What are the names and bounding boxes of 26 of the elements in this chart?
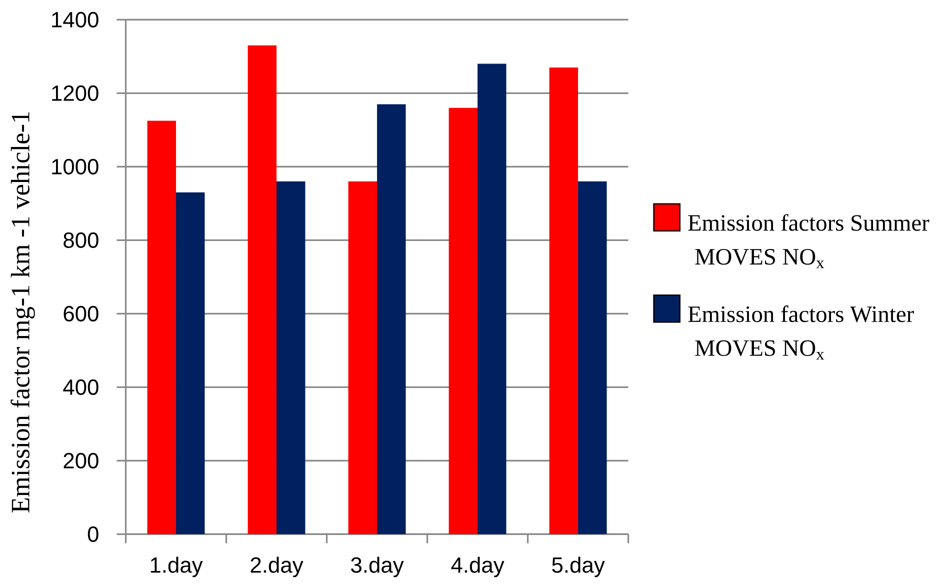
x-tick-label: 4.day <box>451 556 504 578</box>
bar <box>176 192 205 534</box>
y-tick-label: 1400 <box>52 12 98 28</box>
y-tick-label: 1200 <box>52 85 98 101</box>
bar <box>377 104 406 534</box>
y-tick-label: 400 <box>63 379 98 395</box>
y-tick-label: 800 <box>64 232 98 248</box>
x-tick-label: 3.day <box>351 556 404 578</box>
bar <box>276 181 306 534</box>
x-tick-label: 5.day <box>552 556 605 578</box>
y-tick-label: 1000 <box>52 158 98 174</box>
bar <box>147 120 176 534</box>
y-tick-label: 200 <box>64 452 98 468</box>
legend-label: Emission factors Summer MOVES NO$_{x}$ <box>688 214 930 268</box>
bar <box>248 45 277 534</box>
bar <box>448 108 478 534</box>
y-tick-label: 600 <box>64 306 98 322</box>
bar <box>578 181 607 534</box>
bar <box>549 67 578 534</box>
legend-label: Emission factors Winter MOVES NO$_{x}$ <box>688 305 914 360</box>
x-tick-label: 2.day <box>250 556 304 578</box>
bar <box>348 181 378 534</box>
y-axis-title: Emission factor mg-1 km -1 vehicle-1 <box>10 112 35 512</box>
x-tick-label: 1.day <box>150 556 203 578</box>
y-tick-label: 0 <box>88 526 98 542</box>
bar <box>478 64 506 534</box>
